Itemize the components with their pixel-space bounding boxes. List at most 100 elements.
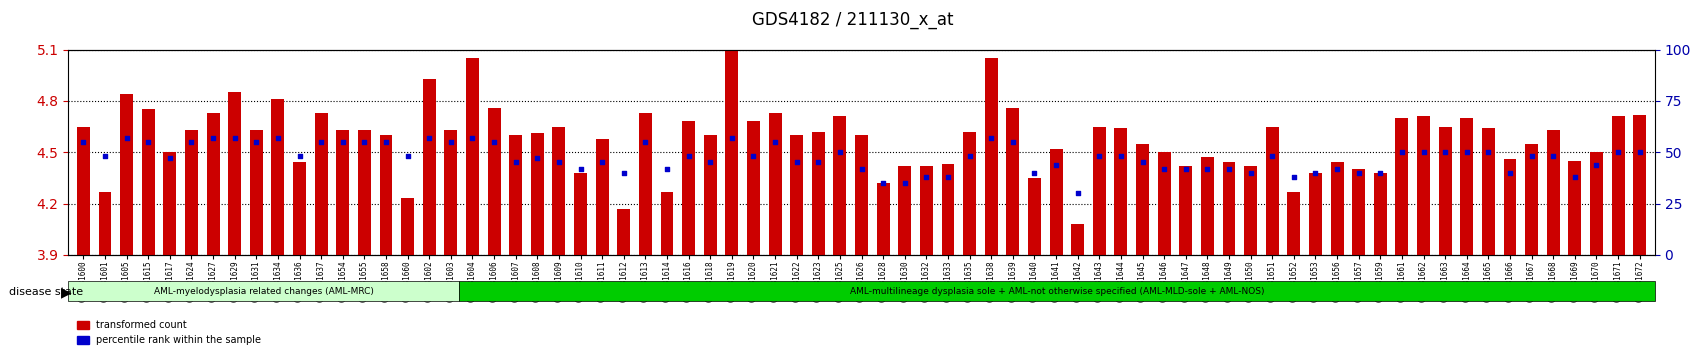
Bar — [963, 132, 975, 255]
Point — [264, 135, 292, 141]
Point — [1603, 149, 1630, 155]
Point — [696, 160, 723, 165]
Bar — [812, 132, 824, 255]
Bar — [1417, 116, 1429, 255]
Bar — [1611, 116, 1623, 255]
Bar — [358, 130, 370, 255]
Point — [416, 135, 443, 141]
Bar — [249, 130, 263, 255]
Point — [890, 180, 917, 186]
Bar — [1459, 118, 1473, 255]
Bar — [1437, 126, 1451, 255]
Bar — [488, 108, 500, 255]
Bar — [660, 192, 673, 255]
Point — [1129, 160, 1156, 165]
Bar — [1200, 157, 1214, 255]
Point — [1194, 166, 1221, 171]
Bar — [336, 130, 350, 255]
Bar — [184, 130, 198, 255]
Point — [1042, 162, 1069, 167]
Bar — [834, 116, 846, 255]
Point — [955, 154, 982, 159]
Bar — [293, 162, 305, 255]
Point — [1107, 154, 1134, 159]
Point — [1064, 190, 1091, 196]
Bar — [119, 94, 133, 255]
Point — [805, 160, 832, 165]
Bar — [638, 113, 651, 255]
Point — [436, 139, 464, 145]
Point — [1149, 166, 1176, 171]
Bar — [271, 99, 285, 255]
Bar — [1567, 161, 1581, 255]
Point — [1408, 149, 1436, 155]
Point — [113, 135, 140, 141]
Point — [825, 149, 852, 155]
Bar — [854, 135, 868, 255]
Point — [1473, 149, 1500, 155]
Bar — [465, 58, 479, 255]
Bar — [1330, 162, 1344, 255]
Point — [1279, 174, 1306, 180]
Bar — [1373, 173, 1386, 255]
Bar — [1136, 144, 1149, 255]
Point — [675, 154, 702, 159]
Bar — [704, 135, 716, 255]
Point — [870, 180, 897, 186]
Bar — [1287, 192, 1299, 255]
Bar — [1113, 128, 1127, 255]
Point — [222, 135, 249, 141]
Point — [329, 139, 356, 145]
Bar — [1352, 169, 1364, 255]
Bar — [1071, 224, 1084, 255]
Text: disease state: disease state — [9, 287, 82, 297]
Point — [481, 139, 508, 145]
Bar — [1178, 166, 1192, 255]
Point — [760, 139, 788, 145]
Bar — [941, 164, 953, 255]
Point — [307, 139, 334, 145]
FancyBboxPatch shape — [459, 281, 1654, 301]
Point — [1517, 154, 1545, 159]
Point — [135, 139, 162, 145]
Bar — [379, 135, 392, 255]
Bar — [552, 126, 564, 255]
Bar — [1222, 162, 1234, 255]
FancyBboxPatch shape — [68, 281, 459, 301]
Bar — [595, 138, 609, 255]
Point — [934, 174, 962, 180]
Point — [177, 139, 205, 145]
Point — [1538, 154, 1565, 159]
Point — [523, 155, 551, 161]
Bar — [1028, 178, 1040, 255]
Point — [394, 154, 421, 159]
Point — [459, 135, 486, 141]
Bar — [508, 135, 522, 255]
Point — [1366, 170, 1393, 176]
Point — [1323, 166, 1350, 171]
Point — [286, 154, 314, 159]
Point — [372, 139, 399, 145]
Point — [1258, 154, 1286, 159]
Bar — [401, 198, 414, 255]
Text: AML-multilineage dysplasia sole + AML-not otherwise specified (AML-MLD-sole + AM: AML-multilineage dysplasia sole + AML-no… — [849, 287, 1263, 296]
Bar — [747, 121, 759, 255]
Bar — [314, 113, 327, 255]
Bar — [1632, 115, 1645, 255]
Bar — [899, 166, 910, 255]
Legend: transformed count, percentile rank within the sample: transformed count, percentile rank withi… — [73, 316, 266, 349]
Point — [92, 154, 119, 159]
Point — [999, 139, 1026, 145]
Point — [199, 135, 227, 141]
Bar — [1589, 152, 1603, 255]
Point — [501, 160, 529, 165]
Point — [1560, 174, 1587, 180]
Bar — [164, 152, 176, 255]
Bar — [876, 183, 888, 255]
Bar — [530, 133, 544, 255]
Point — [653, 166, 680, 171]
Point — [546, 160, 573, 165]
Point — [1020, 170, 1047, 176]
Bar — [1006, 108, 1018, 255]
Bar — [1243, 166, 1257, 255]
